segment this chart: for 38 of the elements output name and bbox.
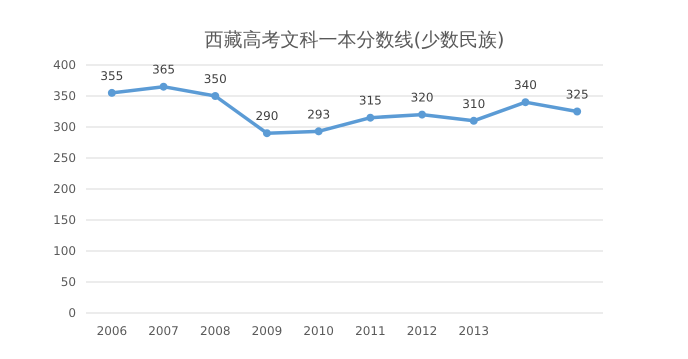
point [521, 98, 530, 106]
data-label: 340 [514, 78, 537, 92]
point [108, 88, 116, 97]
point [314, 127, 323, 136]
x-tick-label: 2010 [303, 324, 334, 338]
x-tick-label: 2012 [406, 324, 438, 338]
y-tick-label: 100 [53, 244, 76, 258]
x-tick-label: 2008 [200, 324, 231, 338]
data-label: 325 [566, 88, 589, 102]
x-tick-label: 2006 [96, 324, 128, 338]
y-tick-label: 400 [53, 58, 76, 72]
x-tick-label: 2011 [355, 324, 386, 338]
data-label: 315 [358, 94, 382, 108]
data-label: 355 [100, 68, 124, 83]
point [262, 129, 271, 138]
y-tick-label: 0 [68, 306, 76, 320]
point [470, 116, 478, 125]
data-label: 293 [307, 107, 330, 122]
y-tick-label: 50 [60, 275, 76, 289]
y-tick-label: 200 [53, 182, 76, 196]
point [160, 82, 168, 91]
data-label: 320 [410, 90, 434, 105]
x-tick-label: 2007 [148, 324, 179, 338]
y-tick-label: 150 [53, 213, 76, 227]
point [418, 110, 426, 119]
point [366, 114, 374, 122]
point [211, 92, 220, 100]
x-tick-label: 2009 [252, 324, 282, 338]
data-label: 290 [255, 109, 278, 124]
y-tick-label: 250 [53, 151, 76, 165]
data-label: 310 [462, 96, 486, 111]
data-label: 350 [204, 72, 227, 86]
chart-title: 西藏高考文科一本分数线(少数民族) [204, 29, 504, 51]
y-tick-label: 300 [53, 120, 76, 134]
data-label: 365 [152, 62, 176, 77]
point [573, 108, 582, 116]
y-tick-label: 350 [53, 89, 76, 103]
x-tick-label: 2013 [458, 324, 490, 338]
